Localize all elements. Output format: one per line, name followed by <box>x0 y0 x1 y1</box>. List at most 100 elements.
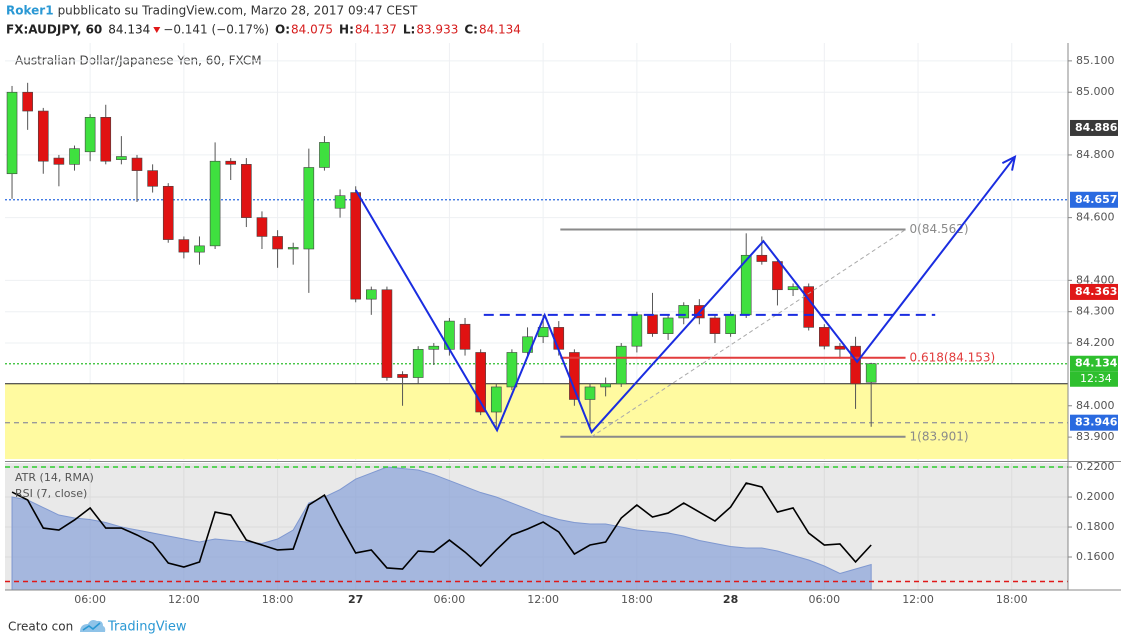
price-tag <box>1070 191 1118 208</box>
candle-body <box>772 261 783 291</box>
y-tick-label: 83.900 <box>1076 430 1115 443</box>
y-tick-label: 84.600 <box>1076 211 1115 224</box>
candle-body <box>834 345 846 350</box>
header-text: Roker1 <box>6 4 54 18</box>
candle-body <box>615 345 627 385</box>
candle-body <box>584 386 596 400</box>
candle-body <box>319 142 330 168</box>
candle-body <box>22 91 33 112</box>
header-text: pubblicato su TradingView.com, Marzo 28,… <box>58 4 418 18</box>
candle-body <box>53 157 65 165</box>
candle-body <box>803 286 814 328</box>
countdown-label: 12:34 <box>1080 372 1112 385</box>
candle-body <box>334 195 346 209</box>
candle-body <box>256 217 268 237</box>
arrow-head <box>1001 154 1017 171</box>
candle-body <box>303 167 315 250</box>
y-tick-label: 85.000 <box>1076 85 1115 98</box>
x-tick-label: 06:00 <box>808 593 840 606</box>
atr-area <box>11 466 872 591</box>
candle-body <box>850 345 861 385</box>
header-text: FX:AUDJPY, 60 <box>6 23 102 37</box>
y-tick-label: 84.800 <box>1076 148 1115 161</box>
header-text: 84.137 <box>355 23 397 37</box>
candle-body <box>397 374 408 378</box>
candle-body <box>225 160 237 165</box>
candle-body <box>865 363 877 383</box>
candle-body <box>756 254 768 262</box>
candle-body <box>116 156 127 160</box>
logo-line <box>82 622 101 631</box>
fib-label: 0(84.562) <box>910 222 969 236</box>
candle-body <box>569 352 580 400</box>
candle-body <box>84 117 96 153</box>
header-text: 84.075 <box>291 23 333 37</box>
candle-body <box>647 314 658 334</box>
y-tick-label: 0.2000 <box>1076 490 1115 503</box>
legend-entry: ATR (14, RMA) <box>15 471 94 484</box>
down-arrow <box>153 27 161 33</box>
y-tick-label: 0.1800 <box>1076 520 1115 533</box>
countdown-tag <box>1070 371 1118 387</box>
price-tag <box>1070 283 1118 300</box>
header-text: −0.141 (−0.17%) <box>163 23 269 37</box>
candle-body <box>678 305 690 319</box>
price-tag-label: 84.657 <box>1075 193 1117 206</box>
footer-brand: TradingView <box>107 620 187 635</box>
candle-body <box>194 245 205 253</box>
support-zone <box>5 383 1068 460</box>
candle-body <box>631 314 643 347</box>
footer-text: Creato con <box>8 620 73 634</box>
zigzag-path <box>354 156 1016 434</box>
candle-body <box>506 352 518 388</box>
x-tick-label: 27 <box>348 593 363 606</box>
candle-body <box>787 286 799 291</box>
candle-body <box>100 117 112 162</box>
candle-body <box>819 327 830 347</box>
x-tick-label: 12:00 <box>902 593 934 606</box>
y-tick-label: 0.2200 <box>1076 460 1115 473</box>
candle-body <box>490 386 502 413</box>
y-tick-label: 0.1600 <box>1076 550 1115 563</box>
candle-body <box>709 317 721 334</box>
price-tag <box>1070 119 1118 136</box>
price-tag-label: 84.886 <box>1075 121 1118 134</box>
header-text: 84.134 <box>108 23 150 37</box>
x-tick-label: 12:00 <box>168 593 200 606</box>
x-tick-label: 12:00 <box>527 593 559 606</box>
candle-body <box>459 323 471 350</box>
price-tag-label: 84.134 <box>1075 357 1118 370</box>
fib-label: 0.618(84.153) <box>910 350 996 364</box>
candle-body <box>725 314 736 334</box>
x-tick-label: 18:00 <box>262 593 294 606</box>
candle-body <box>147 170 158 187</box>
y-tick-label: 84.400 <box>1076 273 1115 286</box>
price-tag <box>1070 414 1118 431</box>
x-tick-label: 18:00 <box>996 593 1028 606</box>
x-tick-label: 18:00 <box>621 593 653 606</box>
header-text: 84.134 <box>479 23 521 37</box>
fib-label: 1(83.901) <box>910 429 969 443</box>
price-tag-label: 84.363 <box>1075 285 1117 298</box>
candle-body <box>350 192 361 300</box>
price-tag-label: 83.946 <box>1075 416 1118 429</box>
candle-body <box>366 289 377 300</box>
tradingview-logo <box>80 620 106 632</box>
y-tick-label: 84.000 <box>1076 399 1115 412</box>
x-tick-label: 06:00 <box>74 593 106 606</box>
candle-body <box>37 110 49 162</box>
header-text: L: <box>403 23 415 37</box>
candle-body <box>272 236 283 250</box>
candle-body <box>381 289 393 378</box>
candle-body <box>69 148 80 165</box>
candle-body <box>131 157 143 171</box>
candle-body <box>428 345 440 350</box>
candle-body <box>209 160 221 247</box>
y-tick-label: 84.300 <box>1076 305 1115 318</box>
candle-body <box>178 239 190 253</box>
header-text: C: <box>464 23 478 37</box>
header-text: H: <box>339 23 354 37</box>
candle-body <box>600 383 611 388</box>
y-tick-label: 84.200 <box>1076 336 1115 349</box>
